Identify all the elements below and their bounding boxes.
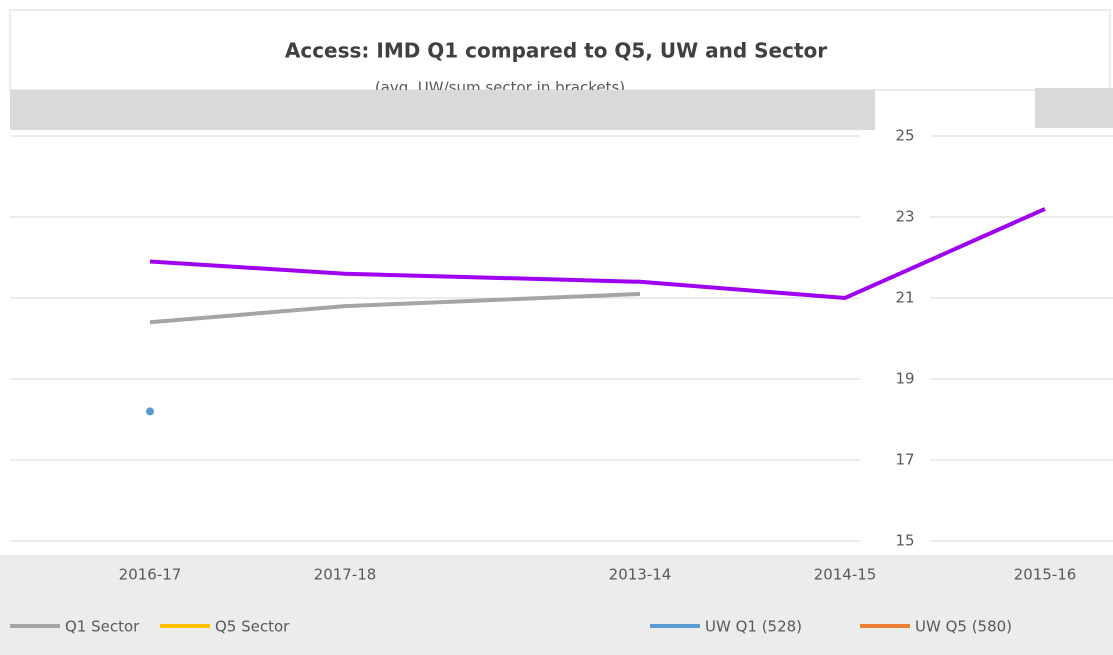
x-tick-label: 2013-14 <box>609 566 672 584</box>
y-tick-label: 15 <box>895 532 914 550</box>
x-tick-label: 2014-15 <box>814 566 877 584</box>
x-tick-label: 2016-17 <box>119 566 182 584</box>
glitch-band <box>1035 88 1113 128</box>
y-tick-label: 23 <box>895 208 914 226</box>
title-box <box>9 9 1111 91</box>
series-line <box>149 291 641 325</box>
footer-band <box>0 555 1113 655</box>
data-point <box>146 407 154 416</box>
x-tick-label: 2017-18 <box>314 566 377 584</box>
legend-label: Q5 Sector <box>215 618 290 636</box>
y-tick-label: 25 <box>895 127 914 145</box>
y-tick-label: 17 <box>895 451 914 469</box>
glitch-band <box>10 90 875 130</box>
chart-title: Access: IMD Q1 compared to Q5, UW and Se… <box>285 39 827 63</box>
y-tick-label: 19 <box>895 370 914 388</box>
legend-label: UW Q5 (580) <box>915 618 1012 636</box>
legend-label: UW Q1 (528) <box>705 618 802 636</box>
series-line <box>149 207 1046 301</box>
x-tick-label: 2015-16 <box>1014 566 1077 584</box>
y-tick-label: 21 <box>895 289 914 307</box>
legend-label: Q1 Sector <box>65 618 140 636</box>
